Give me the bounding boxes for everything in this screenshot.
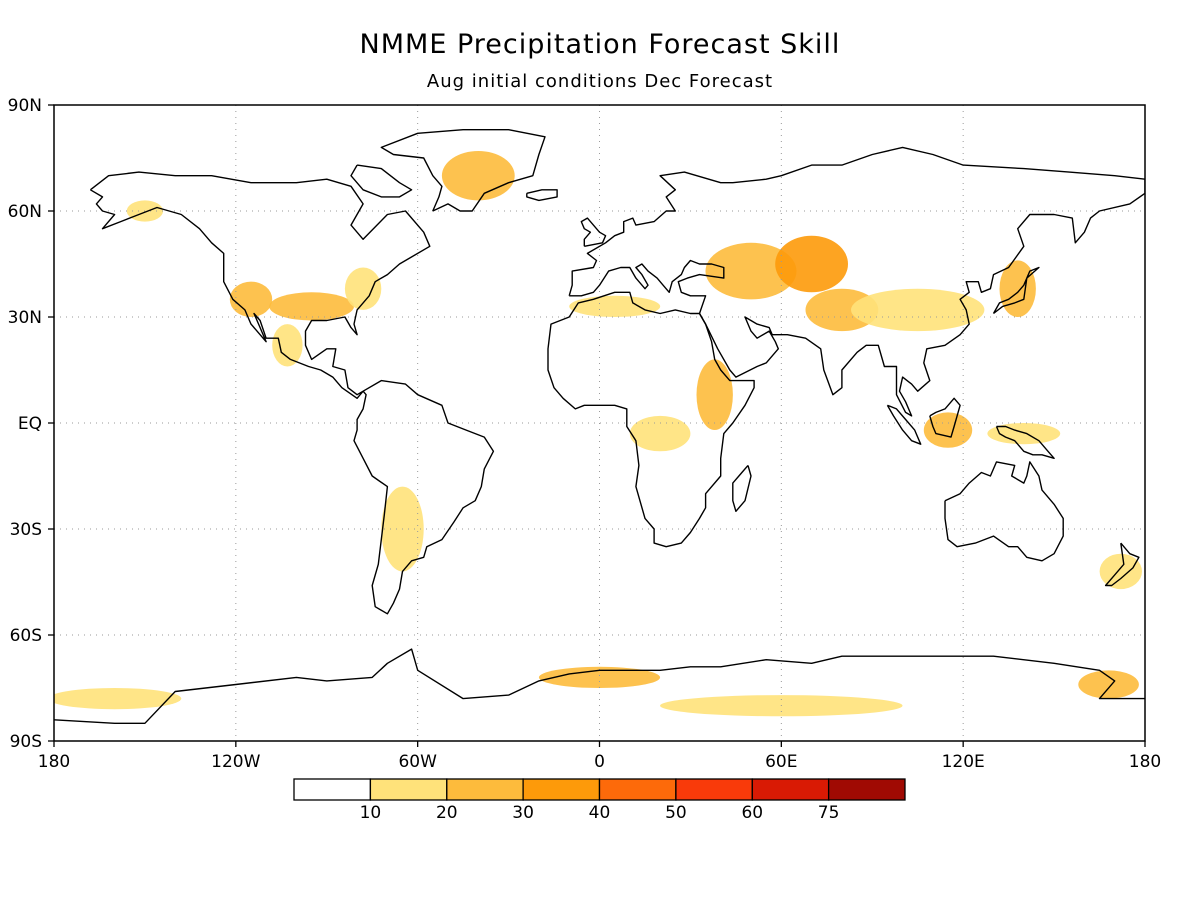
skill-region-greenland [441, 151, 515, 201]
skill-region-maritime-continent [923, 412, 973, 448]
colorbar-label: 50 [665, 803, 687, 823]
skill-region-ross-sea [1078, 670, 1139, 699]
coastline-eurasia [568, 146, 1145, 417]
lat-label: 30S [10, 520, 42, 540]
skill-region-central-asia [775, 235, 848, 293]
coastline-iceland [526, 189, 558, 202]
colorbar-label: 30 [512, 803, 534, 823]
colorbar-swatch [522, 778, 601, 801]
map-subtitle: Aug initial conditions Dec Forecast [427, 71, 773, 92]
colorbar-swatch [369, 778, 448, 801]
graticule [54, 105, 1145, 741]
skill-region-mexico [272, 324, 303, 367]
map-title: NMME Precipitation Forecast Skill [360, 29, 841, 60]
coastline-australia [944, 461, 1064, 562]
lon-label: 60W [398, 752, 437, 772]
colorbar-label: 40 [589, 803, 611, 823]
coastline-madagascar [732, 464, 752, 512]
colorbar-swatch [293, 778, 372, 801]
colorbar-label: 60 [741, 803, 763, 823]
lat-label: 60N [8, 202, 42, 222]
lon-label: 120W [211, 752, 260, 772]
coastline-sumatra [886, 404, 922, 445]
longitude-labels: 180 120W 60W 0 60E 120E 180 [38, 752, 1161, 772]
latitude-labels: 90N 60N 30N EQ 30S 60S 90S [8, 96, 42, 752]
coastline-baffin-island [350, 164, 413, 198]
coastline-great-britain [580, 217, 607, 247]
colorbar-swatch [446, 778, 524, 801]
skill-region-central-africa [629, 415, 691, 452]
skill-region-southern-us [269, 292, 354, 321]
coastline-africa [547, 291, 755, 548]
lon-label: 180 [1129, 752, 1161, 772]
coastline-new-zealand [1104, 542, 1140, 587]
lon-label: 120E [942, 752, 985, 772]
axis-ticks [48, 104, 1146, 747]
lat-label: 60S [10, 626, 42, 646]
skill-region-japan [999, 260, 1036, 318]
skill-region-north-africa [569, 295, 661, 317]
coastline-antarctica [54, 648, 1145, 724]
coastline-south-america [353, 379, 495, 615]
colorbar-swatch [751, 778, 830, 801]
colorbar: 10 20 30 40 50 60 75 [293, 778, 906, 823]
colorbar-swatch [675, 778, 753, 801]
coastline-greenland [380, 128, 546, 212]
skill-region-western-us [229, 281, 273, 317]
coastline-borneo [929, 397, 961, 438]
skill-region-caspian [705, 242, 797, 300]
skill-region-antarctica-weddell [538, 666, 661, 689]
skill-region-china [851, 288, 985, 332]
colorbar-swatch [827, 778, 906, 801]
skill-region-new-guinea [987, 423, 1061, 445]
colorbar-label: 10 [360, 803, 382, 823]
lat-label: 30N [8, 308, 42, 328]
lat-label: EQ [18, 414, 42, 434]
skill-region-new-zealand [1099, 553, 1143, 590]
lon-label: 60E [765, 752, 797, 772]
colorbar-label: 20 [436, 803, 458, 823]
coastline-japan [992, 266, 1040, 315]
lat-label: 90N [8, 96, 42, 116]
colorbar-label: 75 [818, 803, 840, 823]
coastline-north-america [89, 171, 431, 399]
skill-region-eastern-us [344, 267, 382, 310]
skill-region-antarctica-pacific [54, 688, 182, 710]
lon-label: 180 [38, 752, 70, 772]
coastline-new-guinea [995, 425, 1055, 459]
coastlines [54, 128, 1145, 724]
colorbar-swatch [598, 778, 677, 801]
skill-shading-layer [54, 151, 1143, 717]
lon-label: 0 [594, 752, 605, 772]
skill-region-east-africa [696, 359, 733, 431]
lat-label: 90S [10, 732, 42, 752]
